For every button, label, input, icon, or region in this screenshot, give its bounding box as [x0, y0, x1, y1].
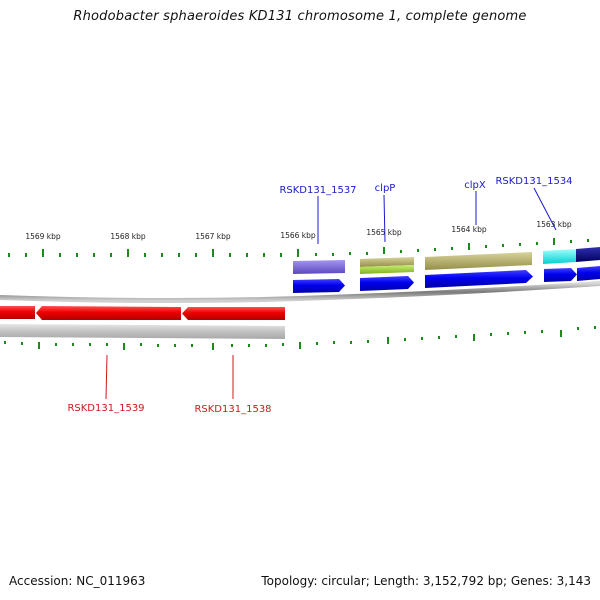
- map-title: Rhodobacter sphaeroides KD131 chromosome…: [73, 9, 527, 24]
- kbp-label: 1563 kbp: [536, 220, 572, 229]
- cog-feature-grey: [0, 324, 285, 339]
- leader-line: [383, 194, 386, 243]
- kbp-label: 1569 kbp: [25, 232, 61, 241]
- gene-arrow-rskd131-1534[interactable]: [544, 268, 577, 282]
- gene-label-clpp[interactable]: clpP: [375, 183, 396, 194]
- gene-arrow-rskd131-1539[interactable]: [36, 306, 181, 320]
- kbp-label: 1566 kbp: [280, 231, 316, 240]
- gene-label-rskd131-1539[interactable]: RSKD131_1539: [67, 403, 144, 414]
- cog-feature-olive: [425, 252, 532, 270]
- kbp-label: 1568 kbp: [110, 232, 146, 241]
- forward-gene-labels: RSKD131_1537 clpP clpX RSKD131_1534: [279, 176, 572, 196]
- cog-feature-navy: [576, 247, 600, 262]
- gene-arrow-clpp[interactable]: [360, 276, 414, 291]
- forward-label-leaders: [317, 187, 557, 244]
- reverse-label-leaders: [105, 354, 234, 400]
- cog-feature-cyan: [543, 249, 576, 264]
- cog-feature-purple: [293, 260, 345, 274]
- leader-line: [105, 354, 108, 400]
- kbp-label: 1564 kbp: [451, 225, 487, 234]
- reverse-cds-ring: [0, 306, 285, 320]
- reverse-gene-labels: RSKD131_1539 RSKD131_1538: [67, 403, 271, 415]
- forward-cds-ring: [293, 266, 600, 293]
- upper-tick-ring: [8, 238, 589, 257]
- gene-arrow[interactable]: [0, 306, 35, 319]
- gene-label-rskd131-1537[interactable]: RSKD131_1537: [279, 185, 356, 196]
- gene-label-rskd131-1534[interactable]: RSKD131_1534: [495, 176, 572, 187]
- kbp-scale-labels: 1569 kbp 1568 kbp 1567 kbp 1566 kbp 1565…: [25, 220, 572, 241]
- gene-arrow-rskd131-1538[interactable]: [182, 307, 285, 320]
- cog-feature-ring: [293, 247, 600, 274]
- genome-stats-text: Topology: circular; Length: 3,152,792 bp…: [261, 574, 591, 588]
- leader-line: [533, 187, 557, 231]
- kbp-label: 1567 kbp: [195, 232, 231, 241]
- genome-backbone: [0, 281, 600, 304]
- kbp-label: 1565 kbp: [366, 228, 402, 237]
- gene-arrow-clpx[interactable]: [425, 270, 533, 288]
- cog-feature-olive: [360, 257, 414, 267]
- accession-text: Accession: NC_011963: [9, 574, 146, 588]
- cog-feature-lime: [360, 265, 414, 274]
- lower-tick-ring: [4, 326, 596, 350]
- gene-label-rskd131-1538[interactable]: RSKD131_1538: [194, 404, 271, 415]
- gene-arrow-rskd131-1537[interactable]: [293, 279, 345, 293]
- gene-arrow[interactable]: [577, 266, 600, 281]
- gene-label-clpx[interactable]: clpX: [464, 180, 486, 191]
